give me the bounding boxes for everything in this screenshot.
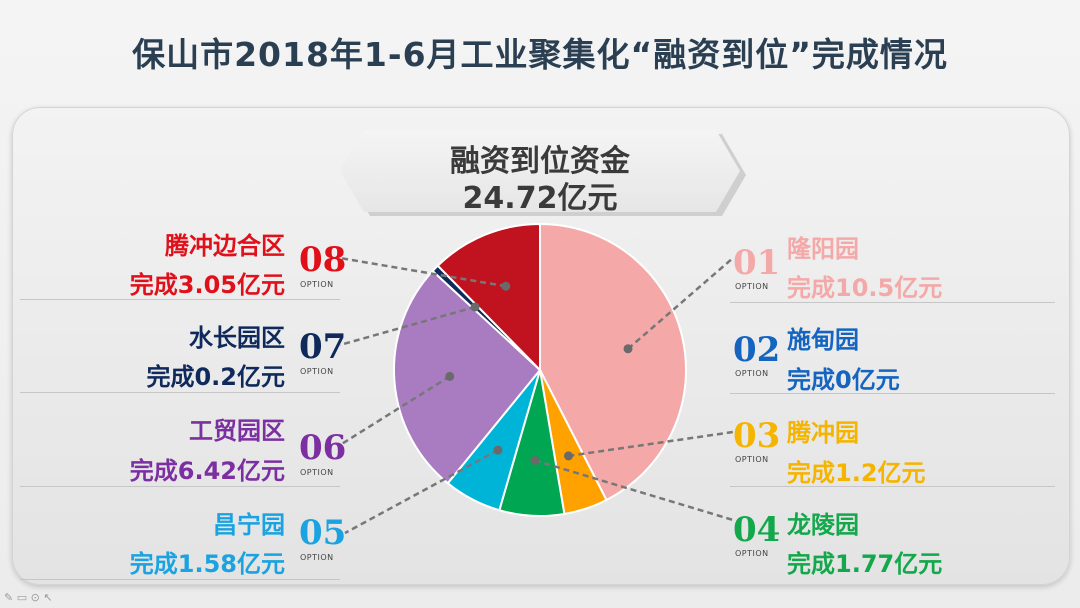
option-label-02: OPTION — [735, 369, 769, 378]
option-label-07: OPTION — [300, 367, 334, 376]
option-label-03: OPTION — [735, 455, 769, 464]
item-value-07: 完成0.2亿元 — [146, 363, 285, 391]
leader-line-08 — [339, 256, 506, 288]
slide-icon[interactable]: ▭ — [16, 591, 28, 604]
item-name-07: 水长园区 — [189, 324, 285, 352]
option-number-06: 06 — [299, 428, 347, 468]
item-name-04: 龙陵园 — [787, 511, 859, 539]
option-number-03: 03 — [733, 416, 781, 456]
leader-line-03 — [568, 430, 734, 458]
option-number-01: 01 — [733, 243, 781, 283]
pen-icon[interactable]: ✎ — [4, 591, 14, 604]
pie-slice-06 — [393, 269, 542, 485]
item-name-08: 腾冲边合区 — [165, 232, 285, 260]
item-name-03: 腾冲园 — [787, 419, 859, 447]
pointer-icon[interactable]: ↖ — [43, 591, 53, 604]
item-value-02: 完成0亿元 — [787, 366, 900, 394]
item-value-01: 完成10.5亿元 — [787, 274, 943, 302]
option-number-02: 02 — [733, 330, 781, 370]
leader-line-04 — [534, 459, 734, 522]
separator-left-1 — [20, 299, 340, 300]
item-value-06: 完成6.42亿元 — [129, 457, 285, 485]
option-label-01: OPTION — [735, 282, 769, 291]
option-number-08: 08 — [299, 240, 347, 280]
slideshow-toolbar[interactable]: ✎ ▭ ⊙ ↖ — [4, 591, 53, 604]
item-value-03: 完成1.2亿元 — [787, 459, 926, 487]
option-number-05: 05 — [299, 513, 347, 553]
separator-left-4 — [20, 579, 340, 580]
pie-slice-01 — [539, 222, 687, 502]
leader-dot-01 — [623, 344, 633, 354]
separator-left-3 — [20, 486, 340, 487]
option-label-08: OPTION — [300, 280, 334, 289]
leader-dot-05 — [493, 445, 503, 455]
separator-left-2 — [20, 392, 340, 393]
banner-total: 24.72亿元 — [462, 181, 618, 216]
item-name-02: 施甸园 — [787, 326, 859, 354]
separator-right-3 — [730, 486, 1055, 487]
item-value-04: 完成1.77亿元 — [787, 550, 943, 578]
leader-dot-08 — [501, 281, 511, 291]
option-label-06: OPTION — [300, 468, 334, 477]
pie-slice-08 — [436, 222, 541, 373]
separator-right-2 — [730, 393, 1055, 394]
leader-dot-06 — [445, 371, 455, 381]
leader-line-01 — [627, 257, 734, 350]
zoom-icon[interactable]: ⊙ — [30, 591, 40, 604]
leader-dot-07 — [470, 302, 480, 312]
leader-line-05 — [344, 449, 499, 535]
item-name-06: 工贸园区 — [189, 417, 285, 445]
option-label-04: OPTION — [735, 549, 769, 558]
leader-line-07 — [339, 305, 476, 347]
item-name-05: 昌宁园 — [213, 511, 285, 539]
separator-right-1 — [730, 302, 1055, 303]
option-label-05: OPTION — [300, 553, 334, 562]
option-number-07: 07 — [299, 327, 347, 367]
leader-line-06 — [339, 375, 451, 447]
banner-title: 融资到位资金 — [450, 144, 630, 179]
item-value-08: 完成3.05亿元 — [129, 271, 285, 299]
page-title: 保山市2018年1-6月工业聚集化“融资到位”完成情况 — [132, 35, 948, 74]
leader-dot-03 — [563, 451, 573, 461]
item-value-05: 完成1.58亿元 — [129, 550, 285, 578]
option-number-04: 04 — [733, 510, 781, 550]
item-name-01: 隆阳园 — [787, 235, 859, 263]
total-banner — [340, 130, 740, 212]
leader-dot-04 — [530, 455, 540, 465]
